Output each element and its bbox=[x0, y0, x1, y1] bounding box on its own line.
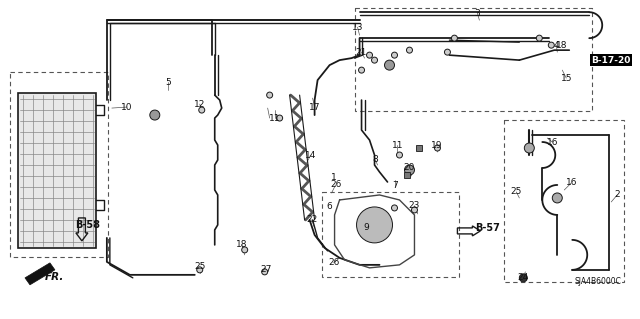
Circle shape bbox=[387, 62, 392, 68]
Text: 26: 26 bbox=[330, 181, 341, 189]
Text: 10: 10 bbox=[121, 103, 132, 112]
Circle shape bbox=[372, 57, 378, 63]
Text: 16: 16 bbox=[547, 137, 558, 146]
Text: 13: 13 bbox=[352, 23, 364, 32]
Circle shape bbox=[276, 115, 283, 121]
Text: 25: 25 bbox=[511, 188, 522, 197]
Text: 7: 7 bbox=[392, 182, 398, 190]
Text: 26: 26 bbox=[328, 258, 339, 267]
Text: 18: 18 bbox=[556, 41, 567, 50]
Circle shape bbox=[392, 205, 397, 211]
Text: 8: 8 bbox=[372, 155, 378, 165]
Text: 21: 21 bbox=[356, 48, 367, 57]
Circle shape bbox=[406, 47, 412, 53]
Text: 4: 4 bbox=[554, 41, 559, 50]
Circle shape bbox=[392, 52, 397, 58]
Text: 2: 2 bbox=[614, 190, 620, 199]
Bar bbox=[504, 120, 624, 282]
Circle shape bbox=[196, 267, 203, 273]
Text: 17: 17 bbox=[309, 103, 321, 112]
Text: 15: 15 bbox=[561, 74, 572, 83]
Text: 6: 6 bbox=[326, 203, 332, 211]
Text: 19: 19 bbox=[431, 140, 442, 150]
Bar bbox=[10, 72, 108, 257]
Text: 9: 9 bbox=[364, 223, 369, 233]
Text: FR.: FR. bbox=[45, 272, 64, 282]
Text: 23: 23 bbox=[409, 201, 420, 211]
Circle shape bbox=[267, 92, 273, 98]
Text: 27: 27 bbox=[260, 265, 271, 274]
Polygon shape bbox=[25, 263, 55, 285]
Circle shape bbox=[397, 152, 403, 158]
Bar bbox=[18, 93, 96, 248]
Text: 1: 1 bbox=[331, 174, 337, 182]
Text: 24: 24 bbox=[518, 273, 529, 282]
Text: 5: 5 bbox=[165, 78, 171, 86]
Text: 22: 22 bbox=[306, 215, 317, 225]
Circle shape bbox=[519, 274, 527, 282]
Circle shape bbox=[536, 35, 542, 41]
Circle shape bbox=[524, 143, 534, 153]
Circle shape bbox=[412, 207, 417, 213]
Bar bbox=[321, 192, 460, 277]
Text: 25: 25 bbox=[194, 262, 205, 271]
Text: 11: 11 bbox=[269, 114, 280, 122]
Text: 12: 12 bbox=[194, 100, 205, 108]
Text: B-58: B-58 bbox=[76, 220, 100, 230]
Circle shape bbox=[385, 60, 394, 70]
Circle shape bbox=[262, 269, 268, 275]
Text: 11: 11 bbox=[392, 140, 403, 150]
Circle shape bbox=[199, 107, 205, 113]
Text: 16: 16 bbox=[566, 178, 577, 188]
Circle shape bbox=[552, 193, 563, 203]
Circle shape bbox=[150, 110, 160, 120]
Circle shape bbox=[356, 207, 392, 243]
Circle shape bbox=[242, 247, 248, 253]
Text: B-17-20: B-17-20 bbox=[591, 56, 630, 65]
Circle shape bbox=[444, 49, 451, 55]
Circle shape bbox=[435, 145, 440, 151]
Bar bbox=[355, 8, 592, 111]
Text: SJA4B6000C: SJA4B6000C bbox=[574, 277, 621, 286]
Text: 18: 18 bbox=[236, 241, 248, 249]
Text: 20: 20 bbox=[404, 164, 415, 173]
Circle shape bbox=[404, 165, 415, 175]
Text: 3: 3 bbox=[474, 9, 480, 18]
Circle shape bbox=[367, 52, 372, 58]
Circle shape bbox=[548, 42, 554, 48]
Circle shape bbox=[358, 67, 365, 73]
Text: 14: 14 bbox=[305, 151, 316, 160]
Text: B-57: B-57 bbox=[476, 223, 500, 233]
Circle shape bbox=[152, 112, 158, 118]
Circle shape bbox=[451, 35, 458, 41]
Circle shape bbox=[406, 167, 412, 173]
